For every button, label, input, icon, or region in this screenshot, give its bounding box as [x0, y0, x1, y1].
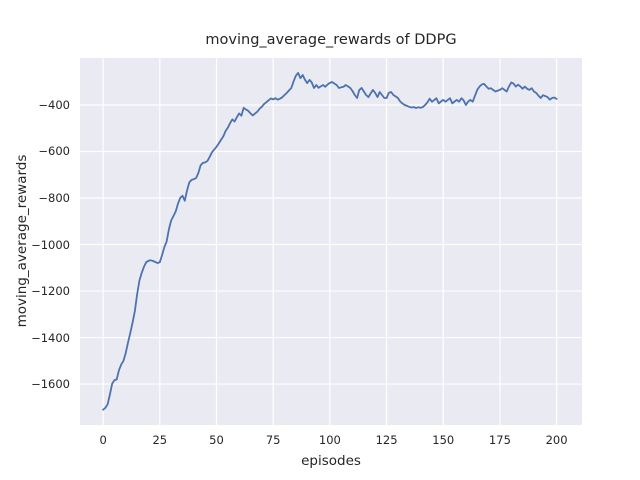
- x-axis-label: episodes: [301, 453, 361, 469]
- y-tick-label: −1600: [31, 377, 70, 392]
- y-tick-label: −1400: [31, 330, 70, 345]
- x-tick-label: 75: [265, 433, 281, 447]
- y-tick-label: −1000: [31, 237, 70, 252]
- x-tick-label: 150: [432, 433, 455, 447]
- x-tick-label: 50: [209, 433, 224, 447]
- line-series: [102, 71, 558, 411]
- x-tick-label: 125: [375, 433, 398, 447]
- x-tick-label: 200: [545, 433, 568, 447]
- x-tick-label: 25: [152, 433, 168, 447]
- y-tick-label: −400: [38, 97, 70, 112]
- line-chart-svg: [80, 58, 582, 425]
- chart-title: moving_average_rewards of DDPG: [205, 32, 457, 48]
- y-tick-label: −1200: [31, 284, 70, 299]
- x-tick-label: 175: [488, 433, 511, 447]
- x-tick-label: 0: [99, 433, 107, 447]
- y-tick-label: −600: [38, 144, 70, 159]
- plot-area: [80, 58, 582, 425]
- x-tick-label: 100: [318, 433, 341, 447]
- y-tick-label: −800: [38, 191, 70, 205]
